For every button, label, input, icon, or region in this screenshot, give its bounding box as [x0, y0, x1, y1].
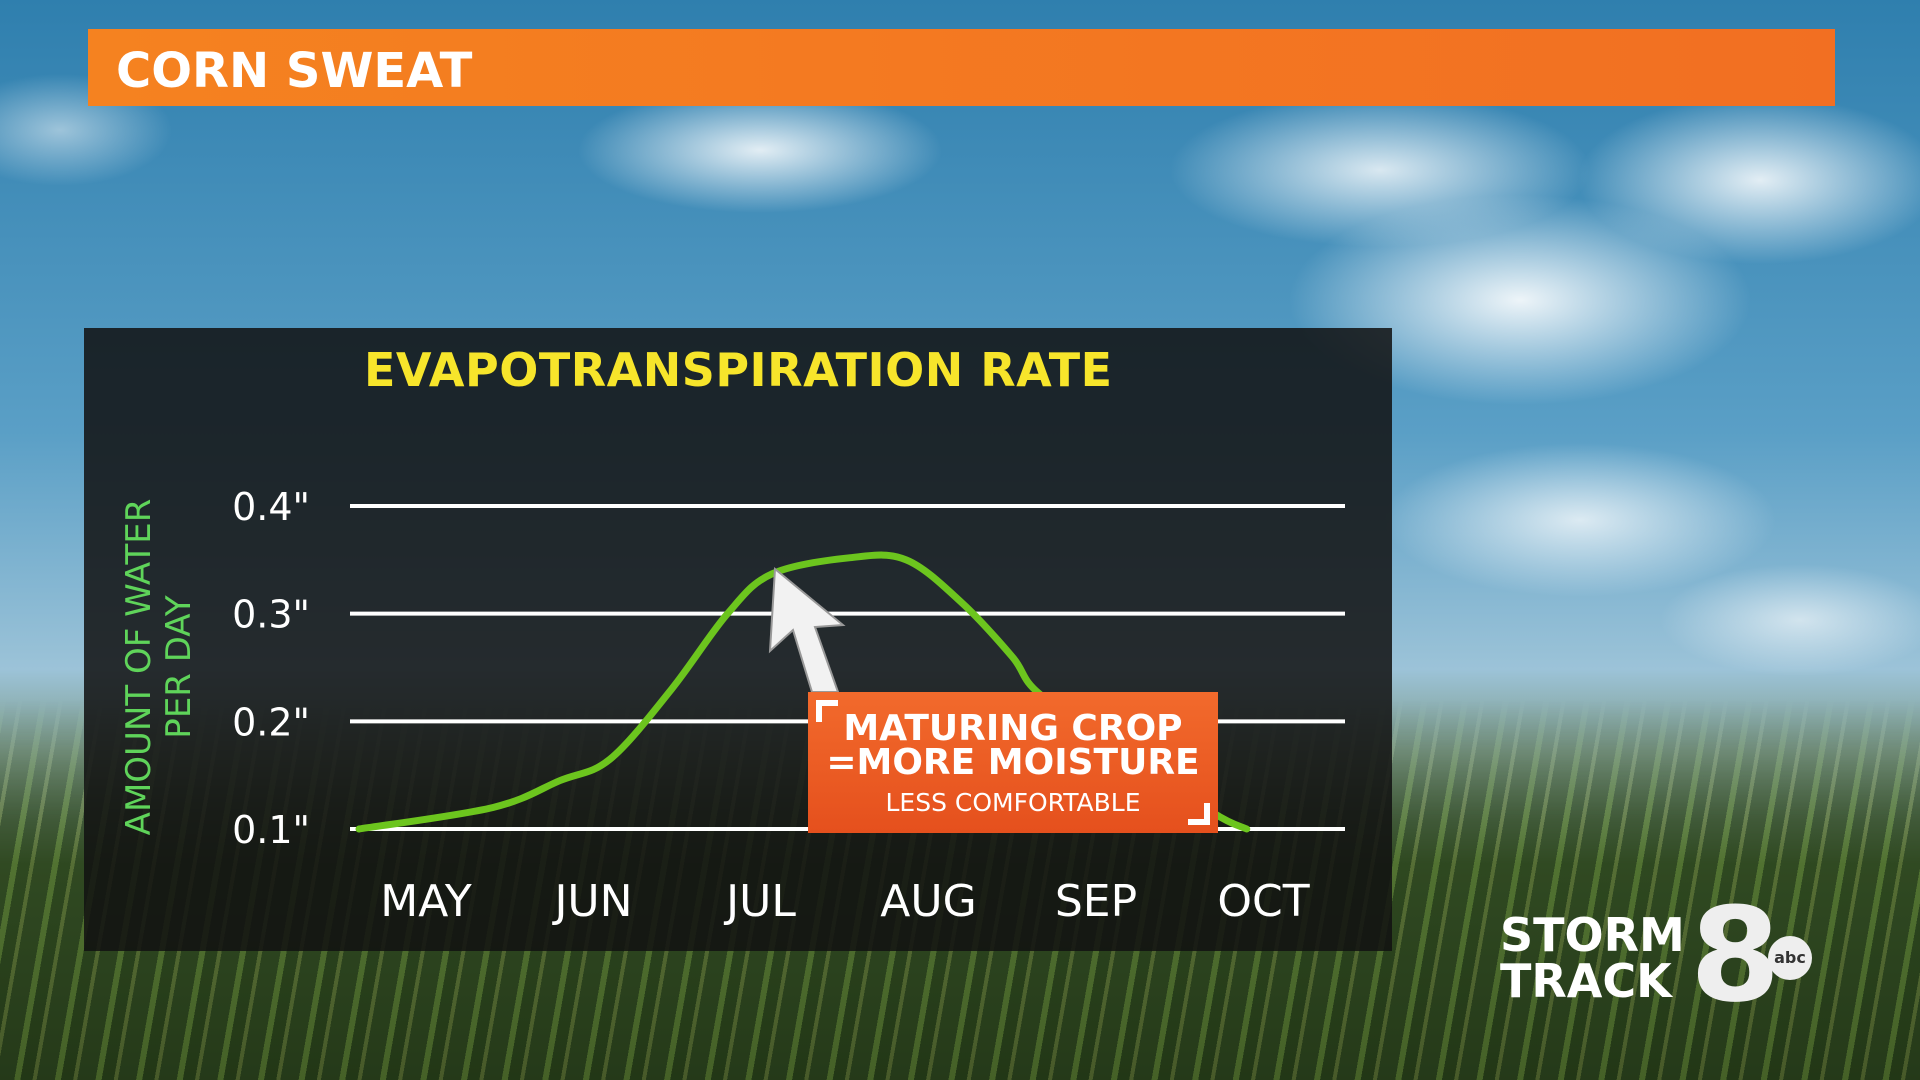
y-tick-label: 0.1" [232, 808, 310, 852]
y-tick-label: 0.3" [232, 593, 310, 637]
y-tick-label: 0.4" [232, 485, 310, 529]
arrow-icon [768, 566, 846, 693]
logo-line1: STORM [1500, 908, 1685, 962]
x-tick-label: MAY [380, 876, 472, 927]
annotation-box: MATURING CROP =MORE MOISTURE LESS COMFOR… [808, 692, 1218, 833]
x-tick-label: JUL [723, 876, 796, 927]
x-tick-label: AUG [880, 876, 976, 927]
annotation-line2: =MORE MOISTURE [826, 742, 1200, 783]
station-logo: STORM TRACK [1500, 912, 1685, 1004]
logo-number: 8 [1690, 879, 1781, 1031]
chart-title: EVAPOTRANSPIRATION RATE [364, 343, 1113, 397]
annotation-line3: LESS COMFORTABLE [885, 788, 1141, 817]
logo-line2: TRACK [1500, 954, 1672, 1008]
x-tick-label: OCT [1217, 876, 1309, 927]
x-tick-label: SEP [1055, 876, 1137, 927]
title-banner: CORN SWEAT [88, 29, 1835, 106]
y-tick-label: 0.2" [232, 700, 310, 744]
annotation-line1: MATURING CROP [843, 708, 1183, 749]
network-logo: abc [1768, 936, 1812, 980]
y-axis-title-line2: PER DAY [159, 595, 199, 739]
x-tick-label: JUN [551, 876, 632, 927]
chart-panel [84, 328, 1392, 951]
y-axis-title-line1: AMOUNT OF WATER [119, 499, 159, 836]
banner-title: CORN SWEAT [116, 43, 473, 99]
